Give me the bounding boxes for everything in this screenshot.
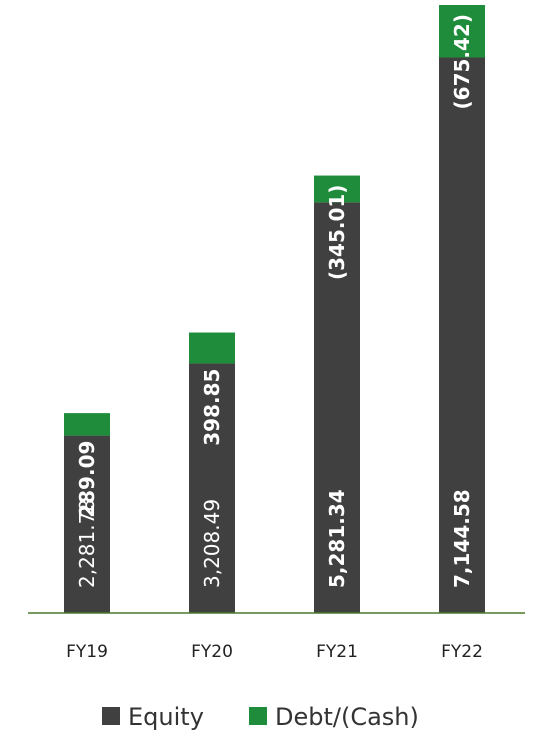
bar-debt-fy19 <box>64 413 110 436</box>
data-label-debt-fy19: 289.09 <box>75 441 99 518</box>
legend: Equity Debt/(Cash) <box>102 703 419 731</box>
data-label-debt-fy20: 398.85 <box>200 369 224 446</box>
bar-equity-fy20 <box>189 363 235 613</box>
x-tick-label-fy22: FY22 <box>441 642 483 662</box>
legend-label-debt: Debt/(Cash) <box>275 703 419 731</box>
bar-equity-fy22 <box>439 57 485 613</box>
legend-swatch-debt <box>249 707 267 725</box>
data-label-equity-fy20: 3,208.49 <box>200 499 224 588</box>
data-label-equity-fy21: 5,281.34 <box>325 489 349 588</box>
legend-label-equity: Equity <box>128 703 204 731</box>
data-label-equity-fy19: 2,281.78 <box>75 499 99 588</box>
bar-equity-fy19 <box>64 435 110 613</box>
bar-debt-fy20 <box>189 332 235 364</box>
x-tick-label-fy19: FY19 <box>66 642 108 662</box>
data-label-equity-fy22: 7,144.58 <box>450 489 474 588</box>
x-tick-label-fy20: FY20 <box>191 642 233 662</box>
legend-swatch-equity <box>102 707 120 725</box>
bar-debt-fy21 <box>314 175 360 203</box>
bars-layer <box>64 5 485 613</box>
data-label-debt-fy21: (345.01) <box>325 185 349 280</box>
bar-debt-fy22 <box>439 5 485 58</box>
data-label-debt-fy22: (675.42) <box>450 14 474 109</box>
bar-equity-fy21 <box>314 202 360 613</box>
x-tick-label-fy21: FY21 <box>316 642 358 662</box>
